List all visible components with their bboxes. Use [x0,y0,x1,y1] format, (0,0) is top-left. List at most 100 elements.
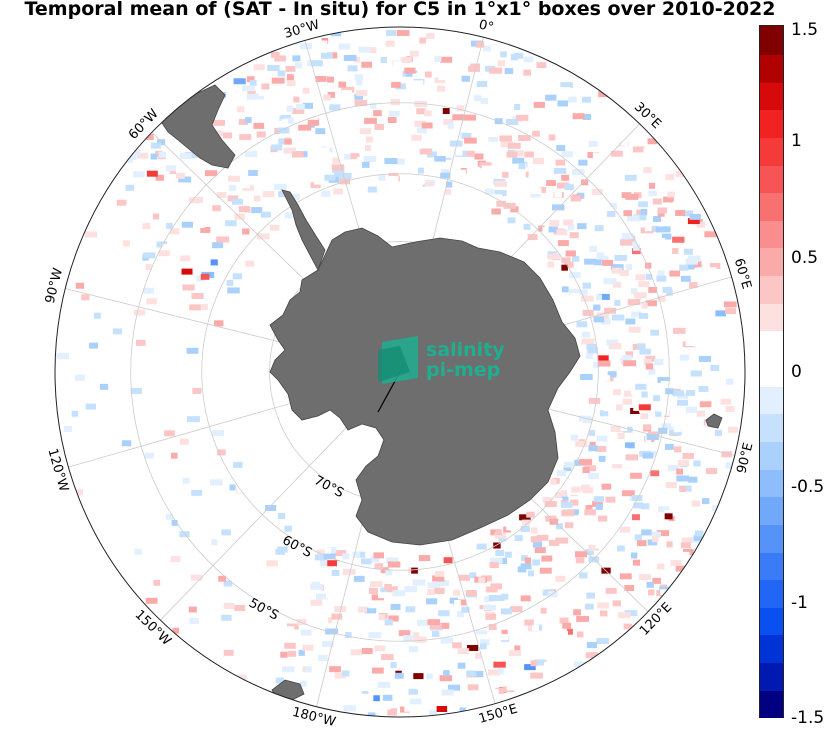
data-cell [532,541,543,548]
data-cell [367,712,376,717]
data-cell [246,93,258,100]
data-cell [56,353,69,360]
data-cell [532,559,540,566]
data-cell [579,459,593,466]
data-cell [575,520,588,527]
data-cell [352,551,361,558]
data-cell [209,286,217,293]
data-cell [95,216,107,223]
data-cell [520,526,530,533]
data-cell [329,104,341,111]
data-cell [326,547,337,554]
data-cell [551,204,565,211]
data-cell [658,506,670,513]
data-cell [295,62,303,69]
data-cell [191,489,203,496]
data-cell [648,368,656,375]
data-cell [627,215,640,222]
data-cell [75,282,85,289]
data-cell [669,270,681,277]
data-cell [481,165,495,172]
data-cell [440,56,453,63]
data-cell [725,462,738,469]
colorbar-segment [760,108,783,138]
data-cell [271,144,283,151]
data-cell [549,220,560,227]
colorbar-tick-label: 1.5 [791,20,819,40]
data-cell [434,77,446,84]
data-cell [561,257,571,264]
data-cell [657,523,669,530]
data-cell [672,390,684,397]
data-cell [607,207,615,214]
data-cell [99,383,109,390]
data-cell [311,60,323,67]
data-cell [338,81,347,88]
data-cell [589,245,598,252]
data-cell [681,537,694,544]
data-cell [294,697,301,704]
data-cell [331,164,345,171]
data-cell [526,511,535,518]
data-cell [561,151,574,158]
data-cell [384,583,392,590]
data-cell [544,662,553,669]
data-cell [656,563,665,570]
data-cell [655,226,665,233]
data-cell [213,119,226,126]
data-cell [624,610,638,617]
data-cell [396,158,405,165]
data-cell [452,642,462,649]
data-cell [593,259,602,266]
data-cell [116,260,123,267]
data-cell [310,599,323,606]
data-cell [163,464,175,471]
data-cell [412,80,424,87]
data-cell [182,284,195,291]
data-cell [542,226,549,233]
data-cell [336,560,344,567]
data-cell [411,134,422,141]
colorbar-tick-label: -1.5 [791,708,825,728]
data-cell [533,101,545,108]
data-cell [657,207,668,214]
data-cell [271,51,280,58]
data-cell [125,184,135,191]
data-cell [267,110,280,117]
data-cell [227,145,241,152]
data-cell [691,500,700,507]
data-cell [471,144,484,151]
data-cell [696,410,706,417]
data-cell [248,169,258,176]
data-cell [284,642,296,649]
data-cell [495,687,505,694]
data-cell [513,52,524,59]
data-cell [728,426,738,433]
data-cell [484,596,494,603]
data-cell [528,171,535,178]
data-cell [518,135,531,142]
data-cell [587,347,598,354]
lon-label: 150°W [132,607,174,649]
data-cell [166,299,175,306]
data-cell [227,195,239,202]
data-cell [493,542,501,549]
data-cell [660,380,673,387]
data-cell [363,35,370,42]
data-cell [628,326,641,333]
data-cell [610,264,624,271]
data-cell [416,108,426,115]
data-cell [449,140,463,147]
data-cell [225,220,237,227]
data-cell [625,454,639,461]
data-cell [321,640,334,647]
data-cell [581,338,595,345]
data-cell [723,301,737,308]
data-cell [144,452,154,459]
data-cell [610,150,623,157]
data-cell [323,553,336,560]
data-cell [142,223,151,230]
data-cell [540,607,547,614]
data-cell [429,623,442,630]
data-cell [316,593,328,600]
